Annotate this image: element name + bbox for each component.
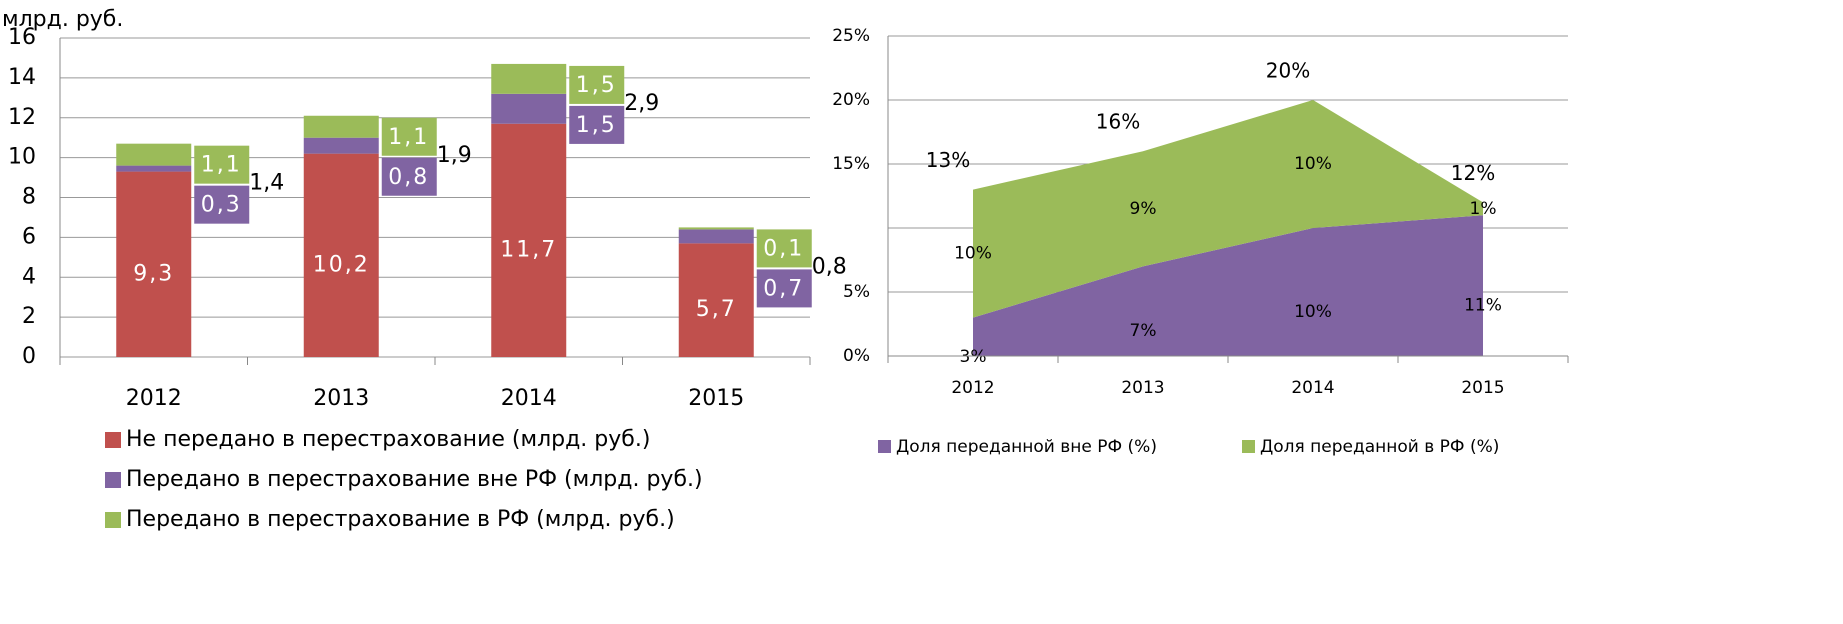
bar-segment: [491, 93, 567, 124]
bar-segment: [116, 171, 192, 357]
data-label: 5,7: [696, 297, 737, 322]
legend-swatch: [105, 472, 121, 488]
y-tick-label: 15%: [832, 154, 870, 174]
legend-label: Не передано в перестрахование (млрд. руб…: [126, 427, 650, 452]
data-label: 1,5: [576, 113, 617, 138]
bar-segment: [303, 115, 379, 138]
label-box: [194, 185, 250, 224]
label-box: [194, 145, 250, 184]
x-tick-label: 2013: [1121, 378, 1164, 398]
legend-swatch: [105, 432, 121, 448]
label-box: [569, 105, 625, 144]
data-label: 7%: [1130, 321, 1157, 341]
total-label: 13%: [926, 148, 970, 172]
data-label: 10%: [1294, 302, 1332, 322]
x-tick-label: 2014: [501, 386, 557, 411]
data-label: 9%: [1130, 199, 1157, 219]
y-tick-label: 5%: [843, 282, 870, 302]
y-tick-label: 4: [22, 264, 36, 289]
total-label: 12%: [1451, 161, 1495, 185]
x-tick-label: 2012: [951, 378, 994, 398]
bar-segment: [491, 63, 567, 94]
bar-segment: [678, 229, 754, 244]
transfer-total-label: 1,9: [437, 143, 472, 168]
data-label: 10%: [954, 244, 992, 264]
bar-segment: [678, 243, 754, 357]
total-label: 20%: [1266, 59, 1310, 83]
data-label: 11%: [1464, 296, 1502, 316]
data-label: 3%: [960, 347, 987, 367]
x-tick-label: 2014: [1291, 378, 1334, 398]
data-label: 10,2: [313, 252, 370, 277]
data-label: 1,1: [388, 125, 429, 150]
data-label: 10%: [1294, 154, 1332, 174]
area: [973, 215, 1483, 356]
y-tick-label: 0%: [843, 346, 870, 366]
data-label: 11,7: [500, 237, 557, 262]
label-box: [381, 117, 437, 156]
x-tick-label: 2012: [126, 386, 182, 411]
bar-segment: [303, 153, 379, 357]
legend-swatch: [878, 440, 891, 453]
transfer-total-label: 1,4: [249, 171, 284, 196]
x-tick-label: 2015: [1461, 378, 1504, 398]
transfer-total-label: 2,9: [624, 91, 659, 116]
legend-label: Доля переданной вне РФ (%): [896, 437, 1157, 457]
legend-label: Доля переданной в РФ (%): [1260, 437, 1499, 457]
legend-label: Передано в перестрахование в РФ (млрд. р…: [126, 507, 675, 532]
y-tick-label: 10: [8, 145, 36, 170]
bar-segment: [116, 165, 192, 172]
data-label: 1%: [1470, 199, 1497, 219]
data-label: 1,5: [576, 73, 617, 98]
data-label: 1,1: [201, 153, 242, 178]
x-tick-label: 2015: [688, 386, 744, 411]
bar-segment: [116, 143, 192, 166]
label-box: [756, 229, 812, 268]
total-label: 16%: [1096, 110, 1140, 134]
label-box: [756, 269, 812, 308]
data-label: 0,8: [388, 165, 429, 190]
bar-segment: [491, 123, 567, 357]
y-tick-label: 14: [8, 65, 36, 90]
data-label: 0,7: [763, 276, 804, 301]
y-tick-label: 12: [8, 105, 36, 130]
y-tick-label: 2: [22, 304, 36, 329]
area: [973, 100, 1483, 318]
legend-swatch: [1242, 440, 1255, 453]
y-tick-label: 8: [22, 185, 36, 210]
y-tick-label: 25%: [832, 26, 870, 46]
legend-label: Передано в перестрахование вне РФ (млрд.…: [126, 467, 703, 492]
bar-segment: [678, 227, 754, 230]
x-tick-label: 2013: [313, 386, 369, 411]
data-label: 0,1: [763, 236, 804, 261]
y-axis-label: млрд. руб.: [2, 7, 123, 32]
bar-segment: [303, 137, 379, 154]
y-tick-label: 20%: [832, 90, 870, 110]
data-label: 0,3: [201, 193, 242, 218]
label-box: [569, 65, 625, 104]
label-box: [381, 157, 437, 196]
y-tick-label: 16: [8, 25, 36, 50]
legend-swatch: [105, 512, 121, 528]
y-tick-label: 6: [22, 224, 36, 249]
y-tick-label: 0: [22, 344, 36, 369]
transfer-total-label: 0,8: [812, 254, 847, 279]
data-label: 9,3: [133, 261, 174, 286]
